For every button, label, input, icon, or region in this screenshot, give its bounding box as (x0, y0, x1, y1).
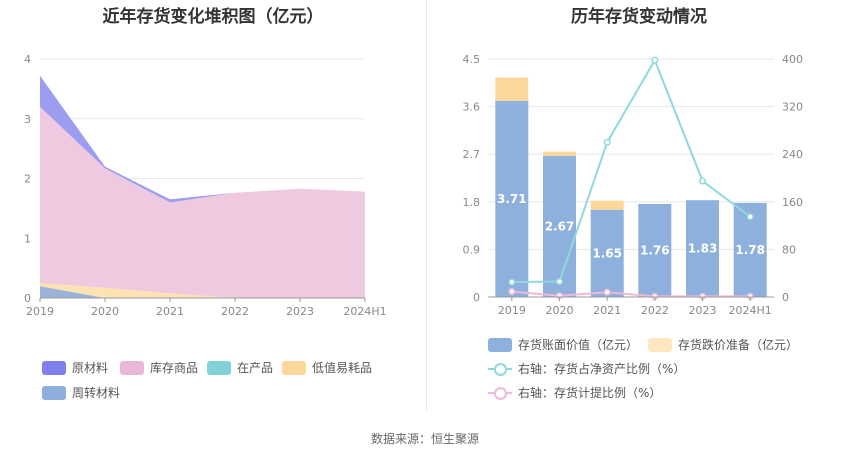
legend-label: 在产品 (237, 361, 274, 375)
line-point (651, 56, 659, 64)
legend-item-impairment[interactable]: 存货跌价准备（亿元） (648, 336, 798, 353)
legend-swatch (120, 360, 144, 375)
bar (543, 151, 576, 156)
x-tick-label: 2023 (286, 305, 314, 318)
y-tick-label: 1.8 (463, 196, 481, 209)
area-series (40, 283, 365, 298)
y2-tick-label: 320 (782, 101, 803, 114)
x-tick-label: 2021 (593, 304, 621, 317)
legend-label: 右轴：存货占净资产比例（%） (518, 362, 686, 376)
legend-label: 低值易耗品 (312, 361, 373, 375)
bar (543, 155, 576, 297)
x-tick-label: 2020 (91, 305, 119, 318)
y2-tick-label: 400 (782, 53, 803, 66)
legend-line-marker (488, 386, 512, 400)
line-series (511, 290, 751, 298)
legend-label: 原材料 (72, 361, 109, 375)
line-point (746, 213, 754, 221)
legend-label: 右轴：存货计提比例（%） (518, 386, 662, 400)
x-tick-label: 2022 (641, 304, 669, 317)
legend-line-marker (488, 362, 512, 376)
bar-data-label: 1.65 (592, 246, 622, 260)
legend-item-raw-material[interactable]: 原材料 (42, 359, 108, 376)
legend-item-turnover-material[interactable]: 周转材料 (42, 384, 120, 401)
x-tick-label: 2023 (689, 304, 717, 317)
line-point (555, 277, 564, 286)
bar (590, 209, 624, 297)
x-tick-label: 2020 (546, 304, 574, 317)
legend-item-stock-goods[interactable]: 库存商品 (120, 359, 198, 376)
legend-label: 库存商品 (150, 361, 199, 375)
line-point (698, 177, 707, 185)
legend-label: 周转材料 (72, 386, 121, 400)
y-tick-label: 2.7 (463, 148, 481, 161)
bar-data-label: 1.78 (735, 243, 765, 257)
right-chart-panel: 历年存货变动情况 0 0.9 1.8 2.7 3.6 4.5 0 80 160 240 320 400… (428, 0, 850, 410)
y2-tick-label: 160 (782, 196, 803, 209)
bar-data-label: 1.83 (688, 242, 718, 256)
bar (590, 200, 624, 210)
legend-item-inventory-ratio[interactable]: 右轴：存货占净资产比例（%） (488, 360, 685, 377)
bar (638, 203, 672, 297)
line-series (511, 57, 751, 284)
y2-tick-label: 0 (782, 291, 789, 304)
y-tick-label: 4 (24, 53, 31, 66)
y-tick-label: 3.6 (463, 101, 481, 114)
legend-swatch (648, 337, 672, 352)
line-point (508, 288, 516, 296)
bar-data-label: 1.76 (640, 244, 670, 258)
x-tick-label: 2021 (156, 305, 184, 318)
legend-swatch (282, 360, 306, 375)
y-tick-label: 0 (24, 292, 31, 305)
data-source-note: 数据来源：恒生聚源 (370, 432, 479, 446)
legend-swatch (207, 360, 231, 375)
left-chart-panel: 近年存货变化堆积图（亿元） 0 1 2 3 4 2019 2020 2021 2022 2023 2… (0, 0, 426, 410)
x-tick-label: 2024H1 (729, 304, 772, 317)
y-tick-label: 2 (24, 173, 31, 186)
x-tick-label: 2024H1 (343, 305, 386, 318)
x-tick-label: 2019 (26, 305, 54, 318)
y-tick-label: 4.5 (463, 53, 481, 66)
left-chart-title: 近年存货变化堆积图（亿元） (102, 7, 324, 27)
line-point (603, 288, 611, 296)
legend-item-provision-ratio[interactable]: 右轴：存货计提比例（%） (488, 384, 661, 401)
legend-swatch (42, 360, 66, 375)
left-stacked-area-chart: 0 1 2 3 4 2019 2020 2021 2022 2023 2024H1 (24, 53, 387, 318)
y-tick-label: 0 (473, 291, 480, 304)
line-point (603, 138, 611, 146)
y2-tick-label: 80 (782, 243, 796, 256)
y-tick-label: 3 (24, 113, 31, 126)
legend-label: 存货跌价准备（亿元） (678, 338, 799, 352)
legend-swatch (42, 385, 66, 400)
legend-swatch (488, 337, 512, 352)
y2-tick-label: 240 (782, 148, 803, 161)
x-tick-label: 2019 (498, 304, 526, 317)
legend-item-low-value[interactable]: 低值易耗品 (282, 359, 372, 376)
bar (686, 200, 719, 297)
x-tick-label: 2022 (221, 305, 249, 318)
y-tick-label: 1 (24, 232, 31, 245)
area-series (40, 286, 365, 298)
legend-item-wip[interactable]: 在产品 (207, 359, 273, 376)
bar (495, 77, 529, 101)
bar (495, 100, 529, 297)
right-bar-line-chart: 0 0.9 1.8 2.7 3.6 4.5 0 80 160 240 320 400 3.71 2.67 1… (463, 53, 804, 317)
bar-data-label: 3.71 (497, 192, 527, 206)
bar-data-label: 2.67 (545, 219, 575, 233)
legend-item-book-value[interactable]: 存货账面价值（亿元） (488, 336, 638, 353)
line-point (508, 278, 516, 286)
legend-label: 存货账面价值（亿元） (518, 338, 639, 352)
y-tick-label: 0.9 (463, 243, 481, 256)
right-chart-title: 历年存货变动情况 (571, 7, 707, 27)
panel-divider (426, 0, 427, 410)
area-series (40, 106, 365, 298)
